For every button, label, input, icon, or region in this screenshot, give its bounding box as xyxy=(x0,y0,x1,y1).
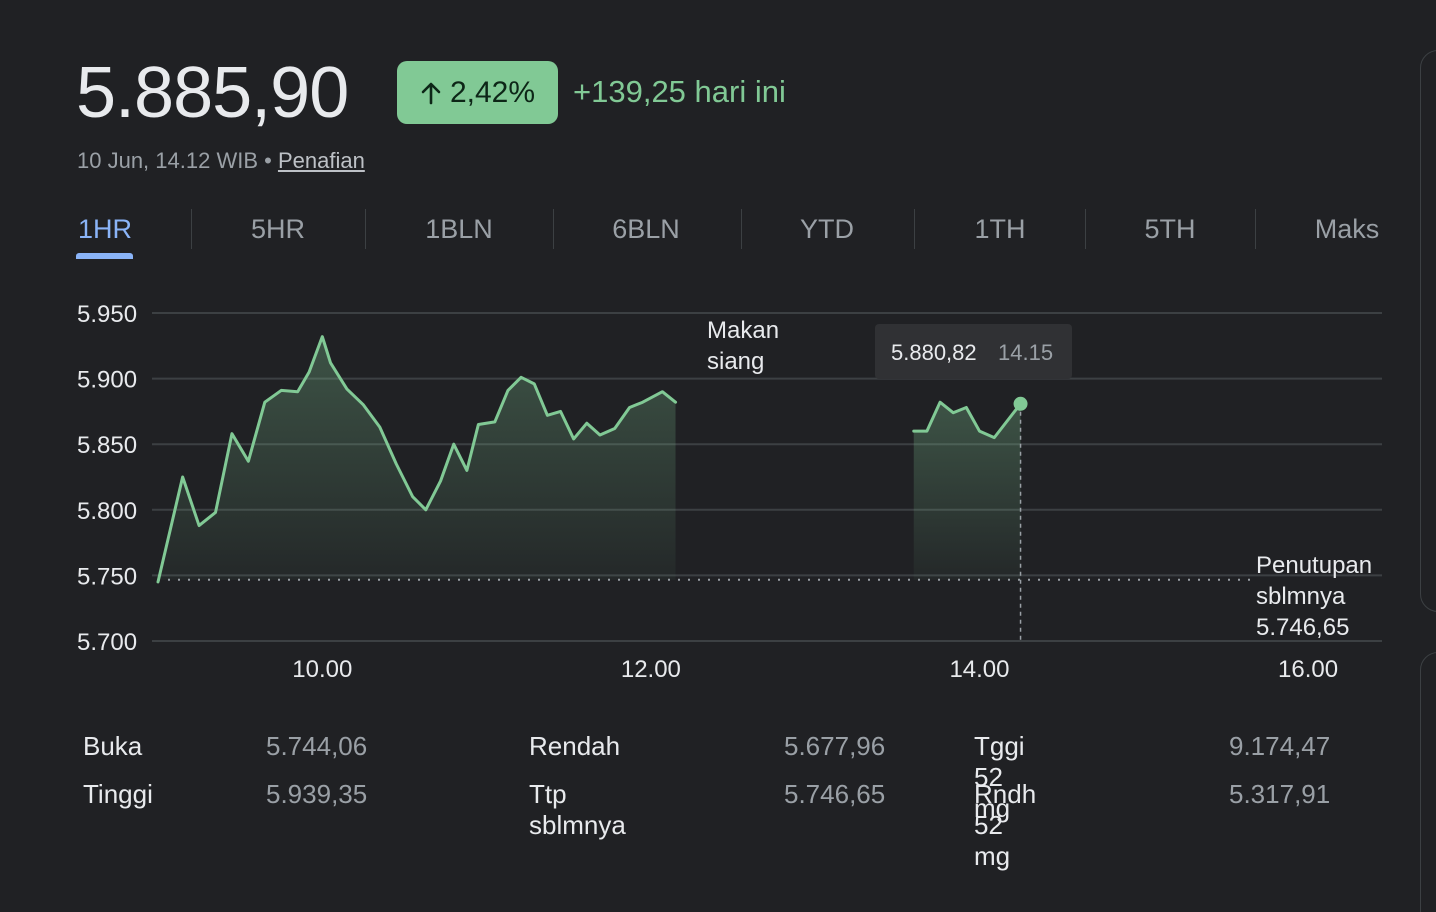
disclaimer-link[interactable]: Penafian xyxy=(277,148,365,173)
tab-maks[interactable]: Maks xyxy=(1314,213,1380,244)
quote-timestamp: 10 Jun, 14.12 WIB xyxy=(77,148,258,173)
y-tick-label: 5.750 xyxy=(77,563,137,590)
tab-separator xyxy=(365,209,366,249)
price-line-morning xyxy=(156,335,678,584)
tooltip-box xyxy=(875,324,1072,379)
x-tick-label: 14.00 xyxy=(949,656,1009,683)
stat-label-rndh-52-mg: Rndh 52 mg xyxy=(974,779,1037,871)
separator-dot: • xyxy=(264,148,272,173)
chart-tooltip: 5.880,82 14.15 xyxy=(875,324,1072,379)
stat-value-rendah: 5.677,96 xyxy=(784,731,886,761)
tab-separator xyxy=(1255,209,1256,249)
stat-value-tinggi: 5.939,35 xyxy=(266,779,368,809)
tab-1bln[interactable]: 1BLN xyxy=(425,213,493,244)
tooltip-time: 14.15 xyxy=(998,340,1053,365)
change-percent-badge: 2,42% xyxy=(397,61,558,124)
current-price: 5.885,90 xyxy=(76,53,349,133)
stat-value-rndh-52-mg: 5.317,91 xyxy=(1229,779,1331,809)
y-tick-label: 5.950 xyxy=(77,301,137,328)
tab-ytd[interactable]: YTD xyxy=(800,213,854,244)
stat-label-tinggi: Tinggi xyxy=(83,779,153,809)
tab-1hr[interactable]: 1HR xyxy=(77,213,132,244)
tab-5hr[interactable]: 5HR xyxy=(250,213,305,244)
tab-5th[interactable]: 5TH xyxy=(1144,213,1196,244)
tab-separator xyxy=(191,209,192,249)
annotation-lunch-line1: Makan xyxy=(707,317,779,344)
y-tick-label: 5.900 xyxy=(77,367,137,394)
tab-separator xyxy=(741,209,742,249)
change-today: +139,25 hari ini xyxy=(573,74,786,109)
hover-point xyxy=(1013,396,1028,411)
arrow-up-icon xyxy=(420,81,442,105)
tab-6bln[interactable]: 6BLN xyxy=(612,213,680,244)
x-tick-label: 10.00 xyxy=(292,656,352,683)
stat-value-tggi-52-mg: 9.174,47 xyxy=(1229,731,1331,761)
annotation-lunch-line2: siang xyxy=(707,348,764,375)
y-tick-label: 5.700 xyxy=(77,629,137,656)
stat-value-ttp-sblmnya: 5.746,65 xyxy=(784,779,886,809)
previous-close-label-line2: sblmnya xyxy=(1256,583,1346,610)
previous-close-label-line1: Penutupan xyxy=(1256,552,1372,579)
tab-separator xyxy=(553,209,554,249)
stat-label-rendah: Rendah xyxy=(529,731,621,761)
tab-separator xyxy=(1085,209,1086,249)
quote-timestamp-line: 10 Jun, 14.12 WIB • Penafian xyxy=(77,148,365,174)
price-area-morning xyxy=(158,336,676,582)
tab-1th[interactable]: 1TH xyxy=(974,213,1026,244)
price-line-afternoon xyxy=(912,400,1023,440)
stat-label-tggi-52-mg: Tggi 52 mg xyxy=(974,731,1025,823)
tooltip-value: 5.880,82 xyxy=(891,340,977,365)
time-range-tabs: 1HR 5HR 1BLN 6BLN YTD 1TH 5TH Maks xyxy=(76,205,1382,265)
price-chart[interactable]: 5.950 5.900 5.850 5.800 5.750 5.700 10.00 12.00… xyxy=(0,0,1436,700)
y-tick-label: 5.800 xyxy=(77,498,137,525)
price-area-afternoon xyxy=(913,402,1021,580)
previous-close-label-value: 5.746,65 xyxy=(1256,614,1349,641)
tab-separator xyxy=(914,209,915,249)
x-tick-label: 12.00 xyxy=(621,656,681,683)
stat-label-buka: Buka xyxy=(83,731,143,761)
x-tick-label: 16.00 xyxy=(1278,656,1338,683)
change-percent-value: 2,42% xyxy=(449,75,536,109)
y-tick-label: 5.850 xyxy=(77,432,137,459)
stat-label-ttp-sblmnya: Ttp sblmnya xyxy=(529,779,626,840)
active-tab-indicator xyxy=(76,253,133,259)
stat-value-buka: 5.744,06 xyxy=(266,731,368,761)
